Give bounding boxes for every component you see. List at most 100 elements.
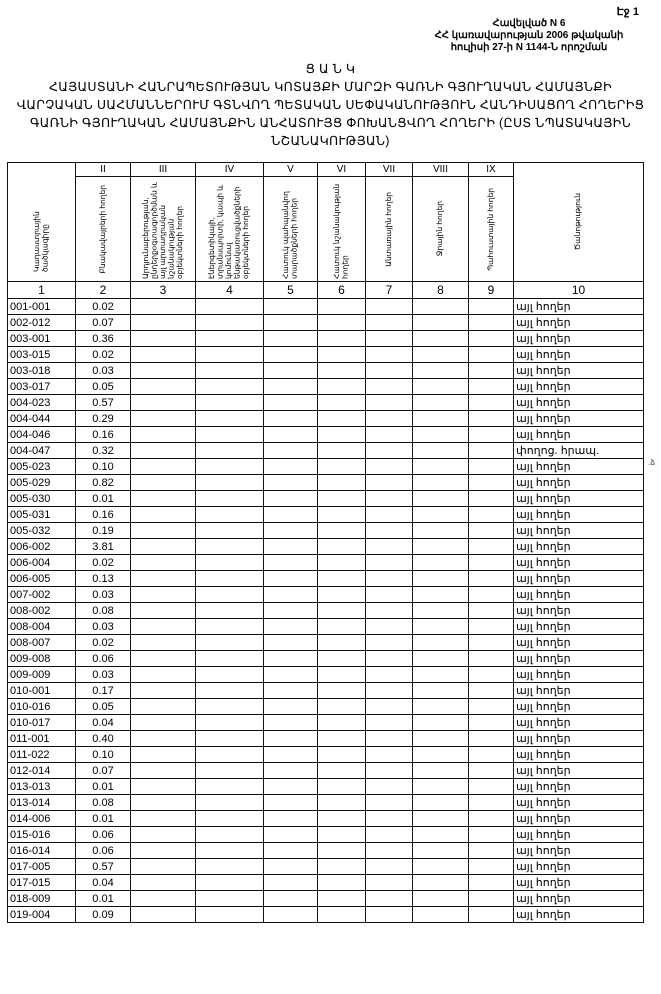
empty-cell (130, 426, 196, 443)
empty-cell (468, 730, 514, 747)
note: այլ հողեր (513, 650, 644, 667)
empty-cell (195, 570, 264, 587)
empty-cell (130, 506, 196, 523)
empty-cell (263, 666, 318, 683)
cadastral-code: 012-014 (7, 762, 76, 779)
roman-numeral: III (130, 162, 196, 177)
note: այլ հողեր (513, 666, 644, 683)
note: այլ հողեր (513, 570, 644, 587)
note: այլ հողեր (513, 810, 644, 827)
cadastral-code: 005-023 (7, 458, 76, 475)
empty-cell (317, 634, 366, 651)
empty-cell (412, 682, 469, 699)
note: այլ հողեր (513, 746, 644, 763)
empty-cell (317, 650, 366, 667)
empty-cell (468, 682, 514, 699)
empty-cell (317, 378, 366, 395)
empty-cell (130, 458, 196, 475)
empty-cell (263, 730, 318, 747)
roman-numeral: VI (317, 162, 366, 177)
empty-cell (365, 570, 413, 587)
settlement-land-area: 0.57 (75, 394, 131, 411)
column-header: Կադաստրային ծածկագիրը (7, 162, 76, 282)
empty-cell (263, 298, 318, 315)
empty-cell (412, 442, 469, 459)
table-row: 004-023 0.57 այլ հողեր (7, 394, 644, 411)
roman-numeral: VII (365, 162, 413, 177)
settlement-land-area: 0.03 (75, 362, 131, 379)
settlement-land-area: 0.04 (75, 874, 131, 891)
land-table: Կադաստրային ծածկագիրը II III IV V VI VII VIII IX… (7, 162, 644, 923)
empty-cell (195, 794, 264, 811)
empty-cell (365, 890, 413, 907)
annex-reference: Հավելված N 6 ՀՀ կառավարության 2006 թվակա… (419, 18, 639, 54)
table-row: 017-015 0.04 այլ հողեր (7, 874, 644, 891)
cadastral-code: 011-001 (7, 730, 76, 747)
empty-cell (412, 298, 469, 315)
cadastral-code: 017-005 (7, 858, 76, 875)
empty-cell (468, 346, 514, 363)
empty-cell (412, 474, 469, 491)
empty-cell (195, 842, 264, 859)
empty-cell (130, 666, 196, 683)
empty-cell (263, 810, 318, 827)
empty-cell (130, 682, 196, 699)
empty-cell (195, 826, 264, 843)
empty-cell (130, 346, 196, 363)
table-row: 009-008 0.06 այլ հողեր (7, 650, 644, 667)
empty-cell (365, 346, 413, 363)
empty-cell (412, 746, 469, 763)
column-header: Բնակավայրերի հողեր (75, 176, 131, 282)
empty-cell (412, 762, 469, 779)
empty-cell (365, 426, 413, 443)
empty-cell (412, 394, 469, 411)
empty-cell (130, 410, 196, 427)
cadastral-code: 014-006 (7, 810, 76, 827)
empty-cell (412, 858, 469, 875)
note: այլ հողեր (513, 778, 644, 795)
column-number: 1 (7, 281, 76, 299)
empty-cell (468, 778, 514, 795)
header-label: Կադաստրային ծածկագիրը (32, 211, 50, 272)
empty-cell (195, 666, 264, 683)
empty-cell (468, 634, 514, 651)
cadastral-code: 005-030 (7, 490, 76, 507)
settlement-land-area: 0.82 (75, 474, 131, 491)
empty-cell (263, 330, 318, 347)
empty-cell (412, 330, 469, 347)
empty-cell (468, 874, 514, 891)
empty-cell (412, 842, 469, 859)
empty-cell (468, 378, 514, 395)
empty-cell (263, 874, 318, 891)
note: այլ հողեր (513, 490, 644, 507)
empty-cell (263, 474, 318, 491)
cadastral-code: 004-046 (7, 426, 76, 443)
note: փողոց. հրապ. (513, 442, 644, 459)
settlement-land-area: 0.32 (75, 442, 131, 459)
empty-cell (468, 858, 514, 875)
table-row: 019-004 0.09 այլ հողեր (7, 906, 644, 923)
empty-cell (412, 570, 469, 587)
cadastral-code: 004-047 (7, 442, 76, 459)
empty-cell (195, 650, 264, 667)
empty-cell (317, 570, 366, 587)
settlement-land-area: 0.05 (75, 378, 131, 395)
empty-cell (130, 842, 196, 859)
empty-cell (263, 362, 318, 379)
note: այլ հողեր (513, 618, 644, 635)
header-label: Հատուկ պահպանվող տարածքների հողեր (281, 191, 299, 279)
header-label: Արդյունաբերության, ընդերքօգտագործման և ա… (140, 182, 184, 279)
cadastral-code: 005-031 (7, 506, 76, 523)
table-row: 010-016 0.05 այլ հողեր (7, 698, 644, 715)
empty-cell (130, 698, 196, 715)
annex-line: հուլիսի 27-ի N 1144-Ն որոշման (450, 42, 608, 53)
settlement-land-area: 0.07 (75, 762, 131, 779)
note: այլ հողեր (513, 410, 644, 427)
note: այլ հողեր (513, 794, 644, 811)
header-label: Բնակավայրերի հողեր (97, 184, 107, 274)
empty-cell (317, 858, 366, 875)
column-number: 8 (412, 281, 469, 299)
settlement-land-area: 0.01 (75, 810, 131, 827)
empty-cell (317, 602, 366, 619)
empty-cell (317, 714, 366, 731)
